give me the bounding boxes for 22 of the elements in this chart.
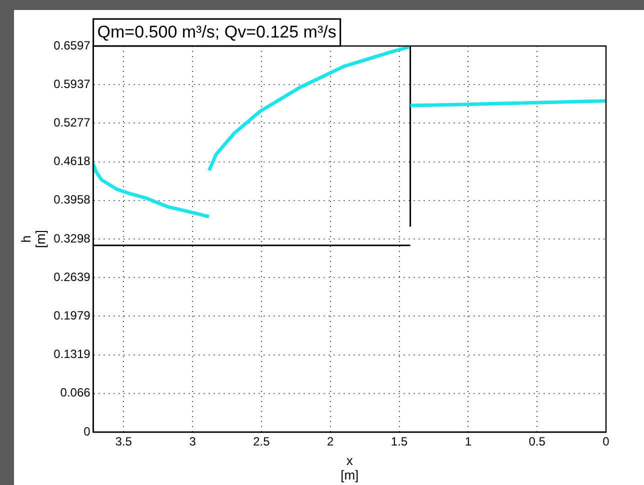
x-tick-label: 3 <box>189 434 196 449</box>
x-tick-label: 2.5 <box>253 434 270 449</box>
y-tick-label: 0.3958 <box>54 192 91 207</box>
x-tick-label: 1.5 <box>390 434 408 449</box>
y-tick-label: 0.6597 <box>54 38 91 52</box>
x-axis-title: x [m] <box>340 453 359 482</box>
y-tick-label: 0.2639 <box>54 270 91 284</box>
x-tick-label: 2 <box>327 434 334 449</box>
y-tick-label: 0.066 <box>60 386 91 400</box>
y-tick-label: 0.3298 <box>54 231 91 246</box>
x-tick-label: 3.5 <box>115 434 132 449</box>
x-tick-label: 0 <box>602 434 610 449</box>
x-tick-label: 0.5 <box>528 434 546 449</box>
y-tick-label: 0.5937 <box>54 76 91 91</box>
y-tick-label: 0.1319 <box>54 347 91 362</box>
y-tick-label: 0.4618 <box>54 154 91 168</box>
y-tick-label: 0.5277 <box>54 116 91 130</box>
y-tick-label: 0.1979 <box>54 308 91 323</box>
chart-title: Qm=0.500 m³/s; Qv=0.125 m³/s <box>97 22 336 42</box>
x-tick-label: 1 <box>464 434 472 449</box>
y-axis-title: h [m] <box>18 230 48 248</box>
y-tick-label: 0 <box>84 424 91 438</box>
